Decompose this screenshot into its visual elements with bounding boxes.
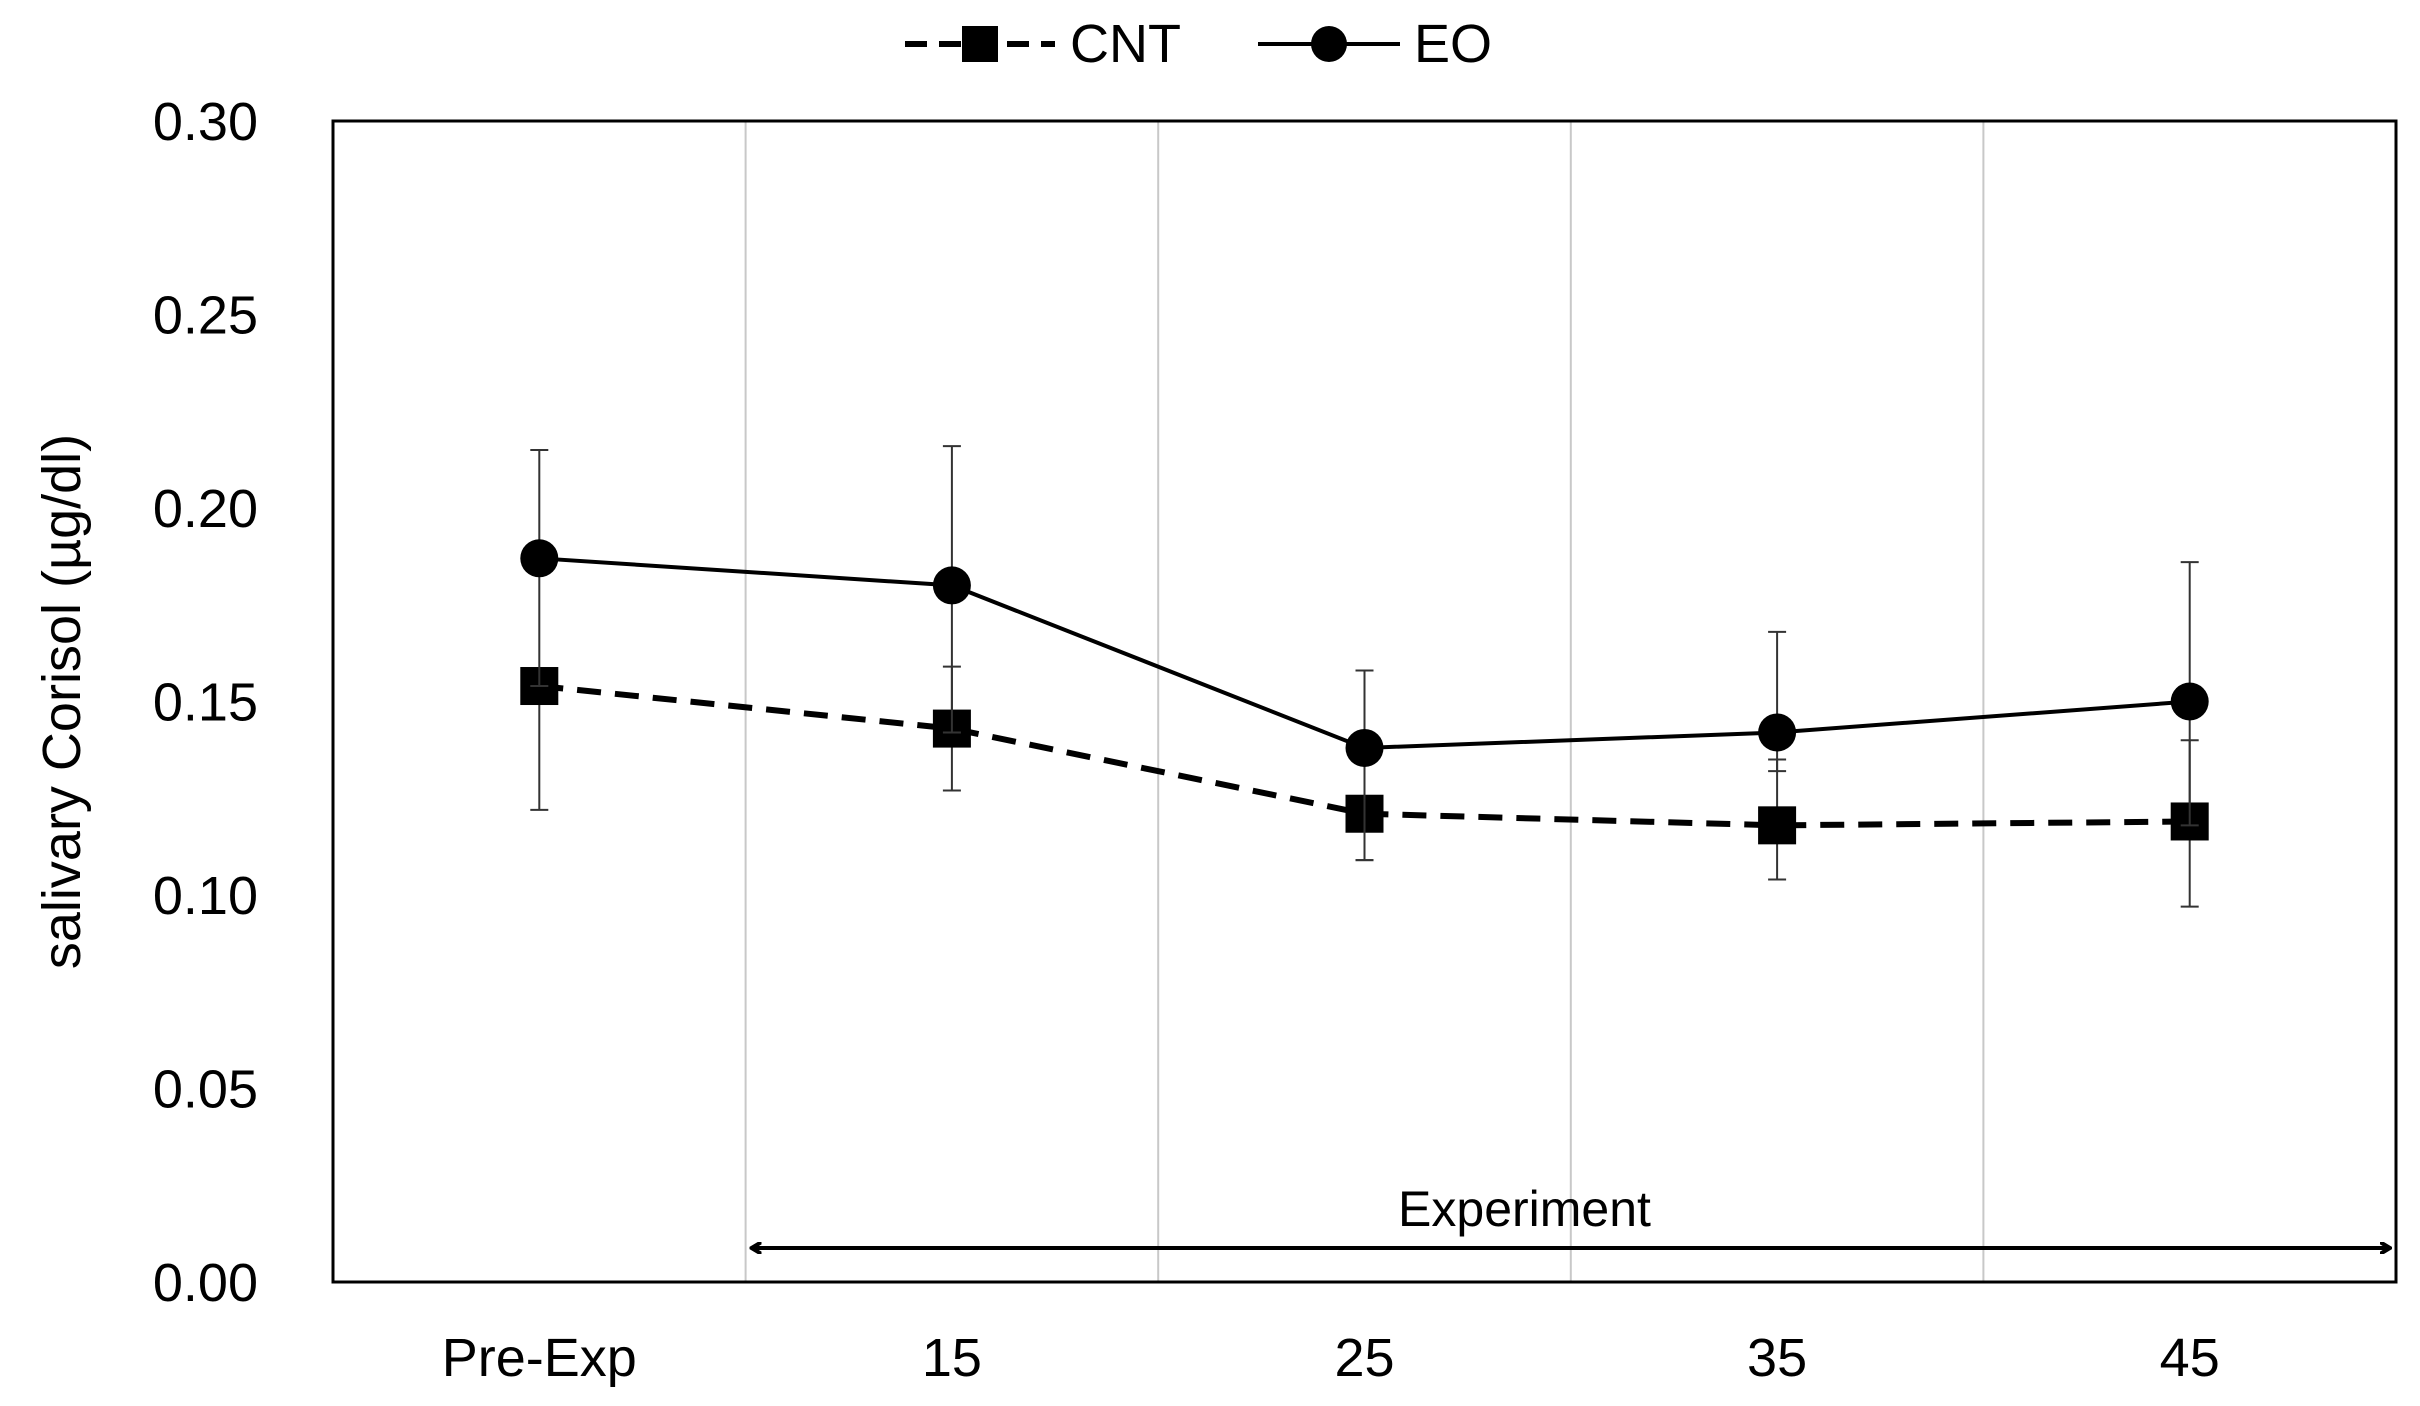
eo-data-point	[520, 539, 559, 578]
x-tick-label: 15	[922, 1328, 982, 1388]
y-tick-label: 0.30	[153, 92, 258, 152]
grid-lines	[744, 121, 1985, 1282]
legend-cnt-label: CNT	[1070, 14, 1181, 74]
y-tick-label: 0.05	[153, 1060, 258, 1120]
legend-entry-eo: EO	[1258, 14, 1492, 74]
legend-cnt-marker	[962, 26, 998, 62]
x-axis-ticks: Pre-Exp 15 25 35 45	[442, 1328, 2220, 1388]
experiment-label: Experiment	[1398, 1181, 1651, 1237]
y-tick-label: 0.10	[153, 866, 258, 926]
series-layer	[520, 445, 2209, 908]
eo-data-point	[2170, 682, 2209, 721]
y-axis-label: salivary Corisol (µg/dl)	[32, 434, 92, 969]
y-tick-label: 0.00	[153, 1253, 258, 1313]
experiment-annotation: Experiment	[752, 1181, 2390, 1248]
x-tick-label: 25	[1334, 1328, 1394, 1388]
legend-eo-marker	[1311, 26, 1347, 62]
eo-data-point	[1345, 728, 1384, 767]
x-tick-label: 45	[2160, 1328, 2220, 1388]
y-tick-label: 0.15	[153, 673, 258, 733]
series-eo	[520, 445, 2209, 862]
x-tick-label: Pre-Exp	[442, 1328, 637, 1388]
plot-area-frame	[331, 119, 2398, 1284]
eo-data-point	[932, 566, 971, 605]
y-axis-ticks: 0.00 0.05 0.10 0.15 0.20 0.25 0.30	[153, 92, 258, 1313]
legend: CNT EO	[905, 14, 1492, 74]
x-tick-label: 35	[1747, 1328, 1807, 1388]
eo-data-point	[1758, 713, 1797, 752]
legend-eo-label: EO	[1414, 14, 1492, 74]
y-tick-label: 0.20	[153, 479, 258, 539]
legend-entry-cnt: CNT	[905, 14, 1181, 74]
y-tick-label: 0.25	[153, 286, 258, 346]
cnt-data-point	[1758, 806, 1797, 845]
